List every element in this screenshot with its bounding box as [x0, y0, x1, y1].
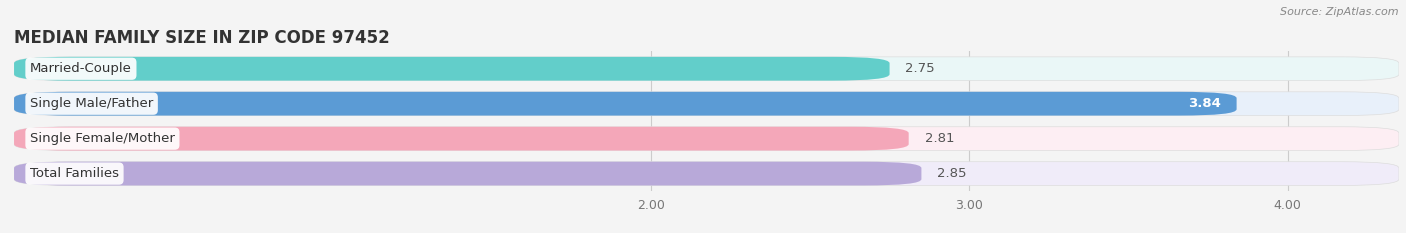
- Text: 2.81: 2.81: [925, 132, 955, 145]
- Text: Single Male/Father: Single Male/Father: [30, 97, 153, 110]
- Text: Total Families: Total Families: [30, 167, 120, 180]
- FancyBboxPatch shape: [14, 127, 1399, 151]
- Text: 3.84: 3.84: [1188, 97, 1220, 110]
- FancyBboxPatch shape: [14, 92, 1237, 116]
- FancyBboxPatch shape: [14, 92, 1399, 116]
- Text: MEDIAN FAMILY SIZE IN ZIP CODE 97452: MEDIAN FAMILY SIZE IN ZIP CODE 97452: [14, 29, 389, 47]
- Text: 2.75: 2.75: [905, 62, 935, 75]
- FancyBboxPatch shape: [14, 57, 1399, 81]
- Text: Married-Couple: Married-Couple: [30, 62, 132, 75]
- FancyBboxPatch shape: [14, 127, 908, 151]
- FancyBboxPatch shape: [14, 57, 890, 81]
- Text: 2.85: 2.85: [938, 167, 967, 180]
- FancyBboxPatch shape: [14, 162, 1399, 185]
- FancyBboxPatch shape: [14, 162, 921, 185]
- Text: Source: ZipAtlas.com: Source: ZipAtlas.com: [1281, 7, 1399, 17]
- Text: Single Female/Mother: Single Female/Mother: [30, 132, 174, 145]
